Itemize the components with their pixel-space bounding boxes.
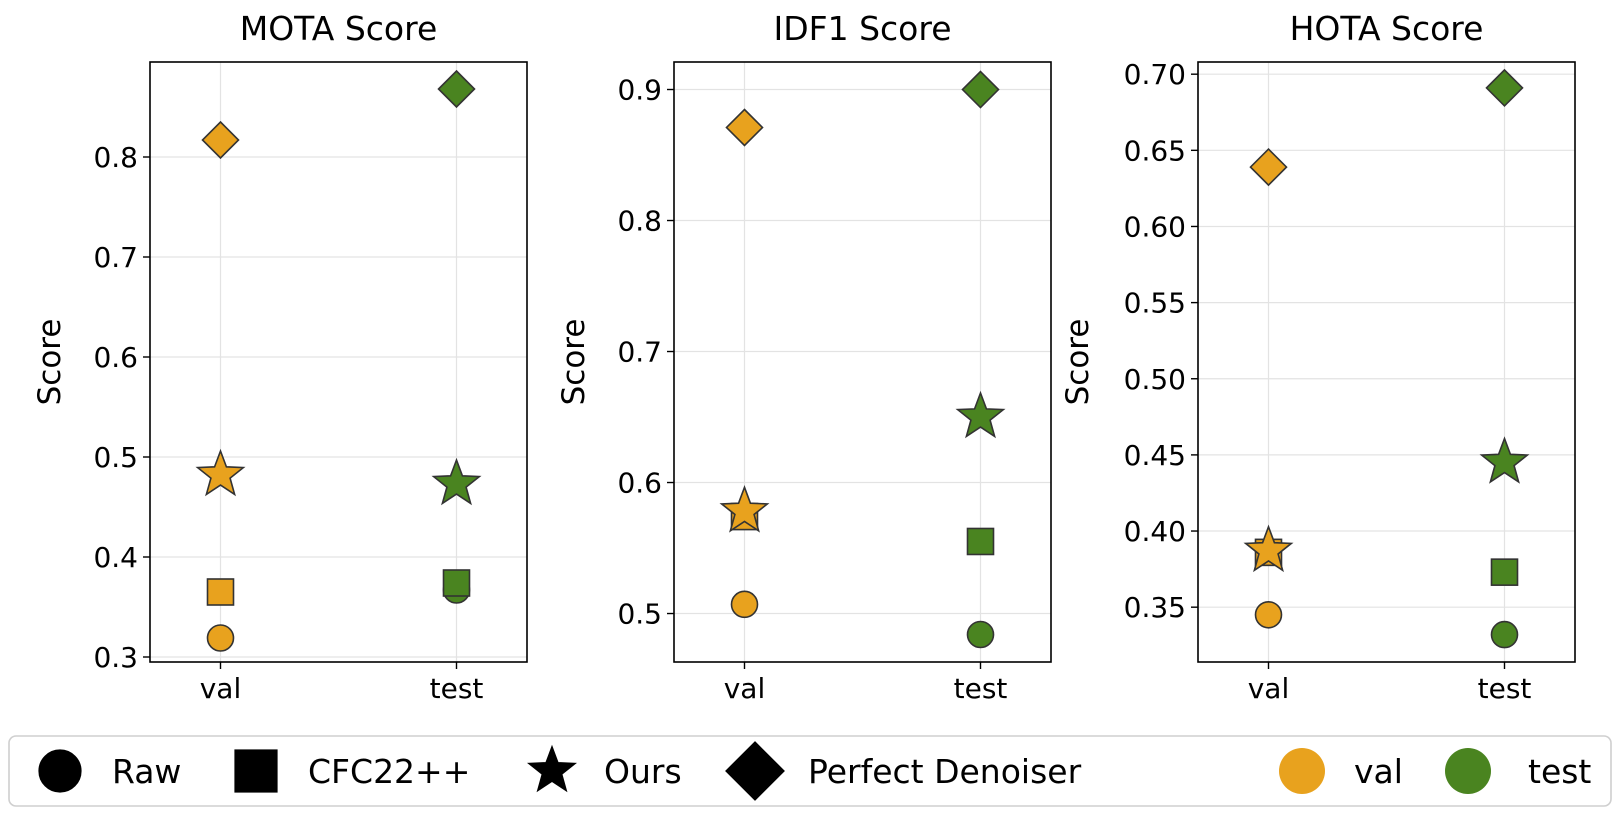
marker-ours-test — [955, 390, 1006, 439]
marker-cfc22--test — [1490, 558, 1519, 586]
marker-raw-test — [966, 620, 995, 649]
marker-perfect-denoiser-val — [725, 108, 764, 147]
y-tick-label: 0.8 — [93, 141, 138, 174]
y-tick-label: 0.8 — [617, 205, 662, 238]
legend-frame — [8, 735, 1612, 807]
marker-raw-val — [1254, 600, 1283, 629]
axes-frame — [149, 61, 528, 663]
y-tick-label: 0.5 — [617, 598, 662, 631]
subplot-hota-score: 0.35 0.40 0.45 0.50 0.55 0.60 0.65 0.70 val test H… — [1060, 9, 1576, 705]
y-tick-label: 0.9 — [617, 74, 662, 107]
y-tick-label: 0.4 — [93, 541, 138, 574]
y-tick-label: 0.50 — [1124, 363, 1186, 396]
y-tick-label: 0.60 — [1124, 210, 1186, 243]
subplot-idf1-score: 0.5 0.6 0.7 0.8 0.9 val test IDF1 Score Score — [556, 9, 1052, 705]
y-tick-label: 0.40 — [1124, 515, 1186, 548]
y-tick-label: 0.6 — [93, 341, 138, 374]
axes-frame — [673, 61, 1052, 663]
x-tick-label: test — [954, 672, 1008, 705]
chart-title: MOTA Score — [240, 9, 438, 48]
marker-ours-test — [431, 457, 482, 506]
y-tick-label: 0.3 — [93, 641, 138, 674]
legend-swatch-test — [1445, 748, 1491, 794]
marker-cfc22--val — [206, 578, 235, 606]
y-tick-label: 0.65 — [1124, 134, 1186, 167]
y-tick-label: 0.6 — [617, 467, 662, 500]
chart-title: IDF1 Score — [773, 9, 951, 48]
x-tick-label: val — [1248, 672, 1290, 705]
marker-ours-val — [1243, 524, 1294, 573]
y-axis-label: Score — [32, 319, 68, 406]
legend-marker-perfect-denoiser — [725, 741, 785, 801]
y-axis-label: Score — [556, 319, 592, 406]
marker-perfect-denoiser-val — [1249, 147, 1288, 187]
y-tick-label: 0.5 — [93, 441, 138, 474]
legend-label: test — [1528, 752, 1591, 791]
marker-ours-val — [195, 448, 246, 497]
legend-marker-raw — [38, 749, 82, 793]
marker-perfect-denoiser-test — [1485, 68, 1524, 108]
y-tick-label: 0.70 — [1124, 58, 1186, 91]
marker-cfc22--test — [966, 527, 995, 556]
y-tick-label: 0.55 — [1124, 287, 1186, 320]
y-tick-label: 0.7 — [93, 241, 138, 274]
legend-label: Raw — [112, 752, 181, 791]
legend-label: Ours — [604, 752, 682, 791]
marker-perfect-denoiser-test — [961, 70, 1000, 109]
y-tick-label: 0.35 — [1124, 591, 1186, 624]
subplot-mota-score: 0.3 0.4 0.5 0.6 0.7 0.8 val test MOTA Score Score — [32, 9, 528, 705]
marker-ours-test — [1479, 436, 1530, 484]
legend-label: CFC22++ — [308, 752, 470, 791]
x-tick-label: test — [1478, 672, 1532, 705]
y-axis-label: Score — [1060, 319, 1096, 406]
marker-perfect-denoiser-test — [437, 69, 476, 109]
marker-raw-test — [1490, 620, 1519, 649]
legend: Raw CFC22++ Ours Perfect Denoiser val test — [8, 735, 1612, 807]
marker-cfc22--test — [442, 569, 471, 597]
axes-frame — [1197, 61, 1576, 663]
x-tick-label: test — [430, 672, 484, 705]
marker-perfect-denoiser-val — [201, 120, 240, 160]
y-tick-label: 0.7 — [617, 336, 662, 369]
chart-title: HOTA Score — [1290, 9, 1484, 48]
marker-ours-val — [719, 485, 770, 533]
legend-marker-cfc22- — [234, 749, 278, 793]
marker-raw-val — [730, 590, 759, 619]
marker-raw-val — [206, 624, 235, 652]
legend-label: val — [1354, 752, 1403, 791]
legend-marker-ours — [526, 744, 578, 793]
legend-label: Perfect Denoiser — [808, 752, 1082, 791]
y-tick-label: 0.45 — [1124, 439, 1186, 472]
x-tick-label: val — [724, 672, 766, 705]
x-tick-label: val — [200, 672, 242, 705]
legend-swatch-val — [1279, 748, 1325, 794]
